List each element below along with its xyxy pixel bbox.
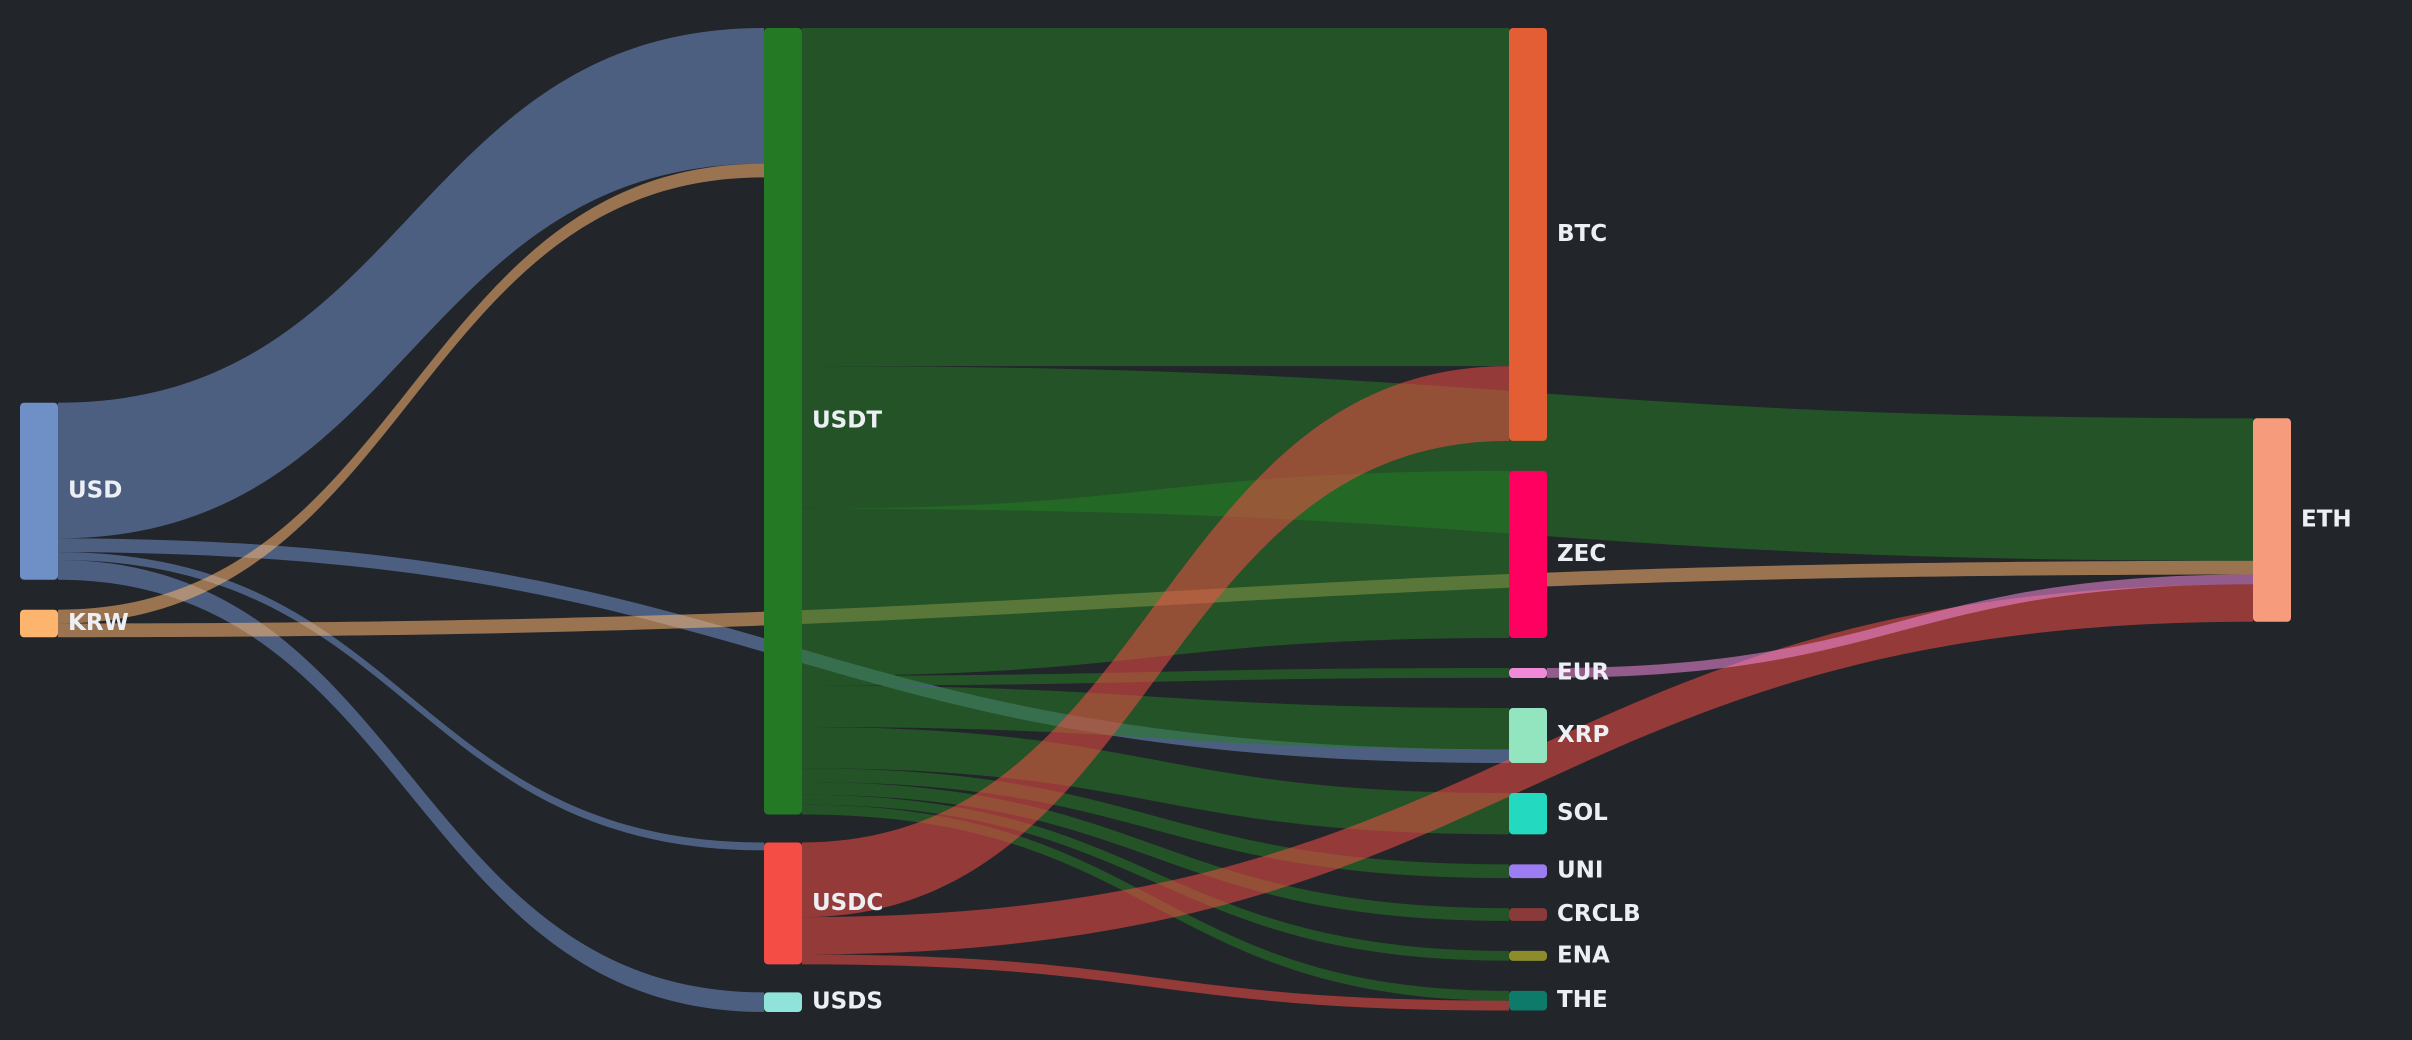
- link-usdt-to-btc: [802, 28, 1509, 367]
- link-usdt-to-sol: [802, 726, 1509, 835]
- node-krw: [20, 609, 58, 638]
- link-eur-to-eth: [1547, 574, 2253, 678]
- node-label-krw: KRW: [68, 610, 129, 636]
- node-label-eth: ETH: [2301, 507, 2352, 533]
- link-usdt-to-crclb: [802, 782, 1509, 921]
- node-eur: [1509, 668, 1547, 678]
- node-label-usd: USD: [68, 478, 122, 504]
- node-label-the: THE: [1557, 987, 1608, 1013]
- node-label-eur: EUR: [1557, 660, 1609, 686]
- link-usd-to-usds: [58, 560, 764, 1012]
- node-label-usds: USDS: [812, 989, 883, 1015]
- nodes-layer: [20, 28, 2291, 1012]
- labels-layer: USD KRW USDT USDC USDS BTC ZEC EUR XRP SOL UNI CRCL…: [68, 221, 2352, 1015]
- node-btc: [1509, 28, 1547, 441]
- link-usdc-to-btc: [802, 366, 1509, 918]
- link-usd-to-usdt: [58, 28, 764, 539]
- links-layer: [58, 28, 2253, 1012]
- link-usdt-to-zec: [802, 470, 1509, 676]
- link-usdc-to-eth: [802, 584, 2253, 955]
- node-xrp: [1509, 708, 1547, 764]
- node-ena: [1509, 950, 1547, 961]
- node-label-crclb: CRCLB: [1557, 901, 1641, 927]
- node-label-ena: ENA: [1557, 942, 1610, 968]
- link-krw-to-usdt: [58, 163, 764, 624]
- node-label-xrp: XRP: [1557, 722, 1609, 748]
- node-label-zec: ZEC: [1557, 541, 1606, 567]
- node-crclb: [1509, 908, 1547, 921]
- node-label-uni: UNI: [1557, 858, 1603, 884]
- node-eth: [2253, 418, 2291, 622]
- node-label-btc: BTC: [1557, 221, 1607, 247]
- node-usdc: [764, 842, 802, 965]
- link-usdc-to-the: [802, 954, 1509, 1011]
- node-label-usdt: USDT: [812, 408, 882, 434]
- node-zec: [1509, 470, 1547, 638]
- node-usds: [764, 992, 802, 1012]
- node-uni: [1509, 864, 1547, 879]
- node-usd: [20, 402, 58, 580]
- link-usdt-to-ena: [802, 794, 1509, 961]
- link-usdt-to-xrp: [802, 685, 1509, 750]
- node-usdt: [764, 28, 802, 815]
- link-usdt-to-uni: [802, 768, 1509, 879]
- link-usd-to-usdc: [58, 552, 764, 851]
- node-label-usdc: USDC: [812, 890, 883, 916]
- node-the: [1509, 990, 1547, 1011]
- node-label-sol: SOL: [1557, 800, 1608, 826]
- node-sol: [1509, 793, 1547, 835]
